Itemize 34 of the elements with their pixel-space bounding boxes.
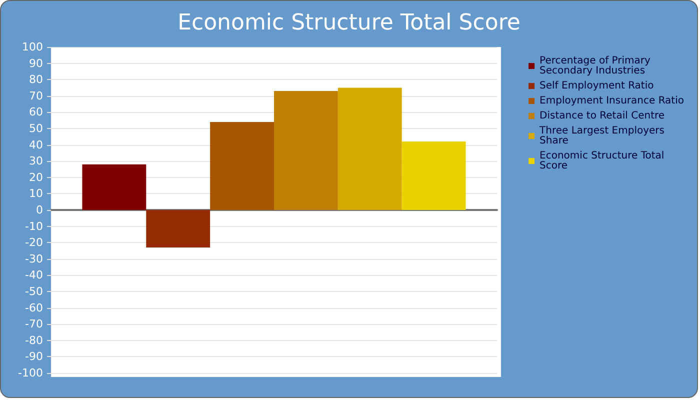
y-tick-label: -60: [25, 301, 43, 314]
y-tick-label: 80: [29, 73, 43, 86]
y-tick-label: 100: [22, 40, 43, 54]
y-tick-label: -90: [25, 350, 43, 364]
legend-label: Percentage of Primary Secondary Industries: [540, 56, 654, 76]
y-tick-label: -100: [18, 366, 43, 380]
y-tick-label: -70: [25, 318, 43, 331]
legend-label: Employment Insurance Ratio: [540, 96, 684, 106]
bar: [402, 142, 466, 210]
y-tick-label: 60: [29, 106, 43, 119]
y-tick-label: -10: [25, 220, 43, 233]
y-tick-label: -20: [25, 236, 43, 250]
bar: [146, 210, 210, 248]
legend-label: Three Largest Employers Share: [538, 126, 668, 146]
bar: [274, 91, 338, 210]
y-tick-label: 70: [29, 89, 43, 102]
chart-title: Economic Structure Total Score: [178, 10, 520, 36]
legend-label: Economic Structure Total Score: [540, 150, 668, 172]
y-tick-label: 20: [29, 170, 43, 184]
bar: [210, 122, 274, 210]
bar: [338, 88, 402, 210]
y-tick-label: -80: [25, 334, 43, 347]
y-tick-label: -40: [25, 268, 43, 282]
y-tick-label: 0: [36, 204, 43, 216]
legend-label: Self Employment Ratio: [540, 80, 654, 92]
y-tick-label: 90: [29, 56, 43, 70]
y-tick-label: 30: [29, 154, 43, 168]
y-tick-label: -30: [25, 252, 43, 266]
legend-label: Distance to Retail Centre: [540, 110, 665, 122]
y-tick-label: 40: [29, 138, 43, 152]
y-tick-label: 50: [29, 122, 43, 135]
y-tick-label: -50: [25, 285, 43, 298]
y-tick-label: 10: [29, 187, 43, 200]
bar: [82, 164, 146, 210]
